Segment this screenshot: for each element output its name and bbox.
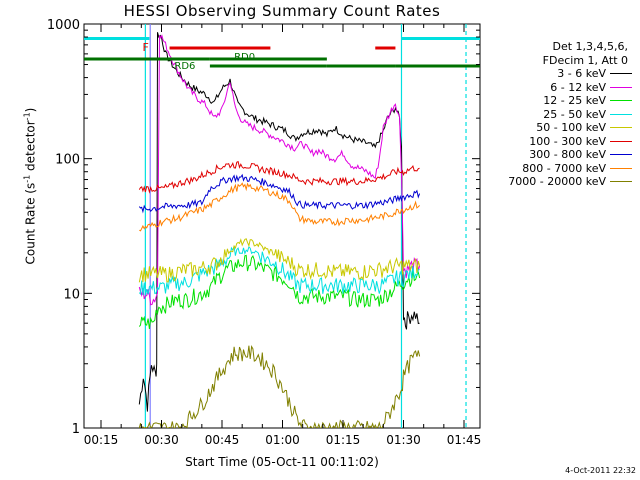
legend: Det 1,3,4,5,6, FDecim 1, Att 0 3 - 6 keV… [500, 40, 632, 189]
series-line-7 [139, 182, 420, 232]
legend-swatch [610, 140, 632, 142]
legend-entry: 6 - 12 keV [500, 81, 632, 95]
legend-entry: 300 - 800 keV [500, 148, 632, 162]
legend-entry-label: 100 - 300 keV [529, 134, 606, 148]
x-tick-label: 01:15 [326, 433, 361, 447]
legend-entry: 100 - 300 keV [500, 135, 632, 149]
y-tick-label: 100 [55, 153, 80, 168]
legend-detector-line: Det 1,3,4,5,6, [552, 40, 628, 53]
legend-entry: 7000 - 20000 keV [500, 175, 632, 189]
legend-swatch [610, 86, 632, 88]
legend-entry: 800 - 7000 keV [500, 162, 632, 176]
legend-entry: 12 - 25 keV [500, 94, 632, 108]
legend-entry: 3 - 6 keV [500, 67, 632, 81]
x-tick-label: 01:30 [386, 433, 421, 447]
series-line-5 [138, 160, 420, 194]
legend-entry-label: 6 - 12 keV [550, 80, 606, 94]
x-tick-label: 00:30 [144, 433, 179, 447]
timestamp: 4-Oct-2011 22:32 [565, 466, 636, 475]
legend-entry: 25 - 50 keV [500, 108, 632, 122]
legend-entry-label: 50 - 100 keV [536, 121, 606, 134]
x-tick-label: 00:15 [84, 433, 119, 447]
flag-label-f: F [143, 41, 149, 54]
flag-label-rd0: RD0 [234, 52, 255, 63]
series-line-2 [138, 254, 421, 329]
legend-entry-label: 25 - 50 keV [543, 107, 606, 121]
legend-swatch [610, 154, 632, 156]
series-line-1 [138, 34, 421, 306]
legend-swatch [610, 167, 632, 169]
y-tick-label: 1 [72, 422, 80, 437]
series-line-4 [138, 238, 421, 283]
x-tick-label: 00:45 [205, 433, 240, 447]
legend-entry: 50 - 100 keV [500, 121, 632, 135]
legend-entry-label: 300 - 800 keV [529, 148, 606, 161]
series-line-8 [138, 345, 421, 428]
legend-swatch [610, 181, 632, 183]
y-tick-label: 1000 [47, 18, 80, 33]
series-line-0 [138, 32, 420, 412]
legend-entry-label: 3 - 6 keV [557, 67, 606, 80]
legend-decim-line: FDecim 1, Att 0 [542, 53, 628, 67]
legend-swatch [610, 100, 632, 102]
legend-swatch [610, 73, 632, 75]
series-line-6 [138, 173, 421, 214]
chart-title: HESSI Observing Summary Count Rates [123, 2, 441, 20]
legend-swatch [610, 113, 632, 115]
x-axis-label: Start Time (05-Oct-11 00:11:02) [185, 455, 379, 469]
legend-swatch [610, 127, 632, 129]
y-axis-label: Count Rate (s-1 detector-1) [22, 107, 38, 265]
y-tick-label: 10 [63, 287, 80, 302]
legend-entry-label: 12 - 25 keV [543, 94, 606, 107]
x-tick-label: 01:00 [265, 433, 300, 447]
series-line-3 [138, 245, 420, 296]
x-tick-label: 01:45 [447, 433, 482, 447]
legend-entry-label: 7000 - 20000 keV [508, 175, 606, 188]
flag-label-rd6: RD6 [174, 61, 195, 72]
legend-entry-label: 800 - 7000 keV [522, 161, 606, 175]
